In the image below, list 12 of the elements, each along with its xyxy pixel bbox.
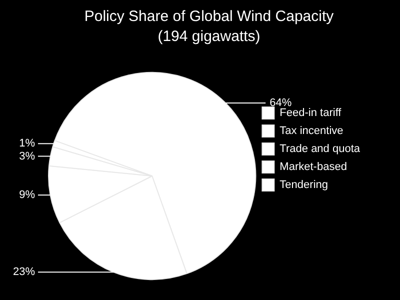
legend-label: Tendering — [280, 179, 328, 192]
legend-label: Tax incentive — [280, 125, 344, 138]
legend-label: Market-based — [280, 161, 347, 174]
chart-subtitle: (194 gigawatts) — [158, 28, 260, 46]
data-label: 64% — [270, 97, 292, 110]
data-label: 3% — [19, 150, 36, 162]
data-label: 23% — [12, 266, 36, 278]
legend-label: Trade and quota — [280, 143, 361, 156]
data-label: 1% — [19, 138, 36, 150]
chart-title: Policy Share of Global Wind Capacity — [84, 8, 334, 26]
data-label: 9% — [19, 189, 36, 202]
legend-label: Feed-in tariff — [280, 107, 342, 120]
